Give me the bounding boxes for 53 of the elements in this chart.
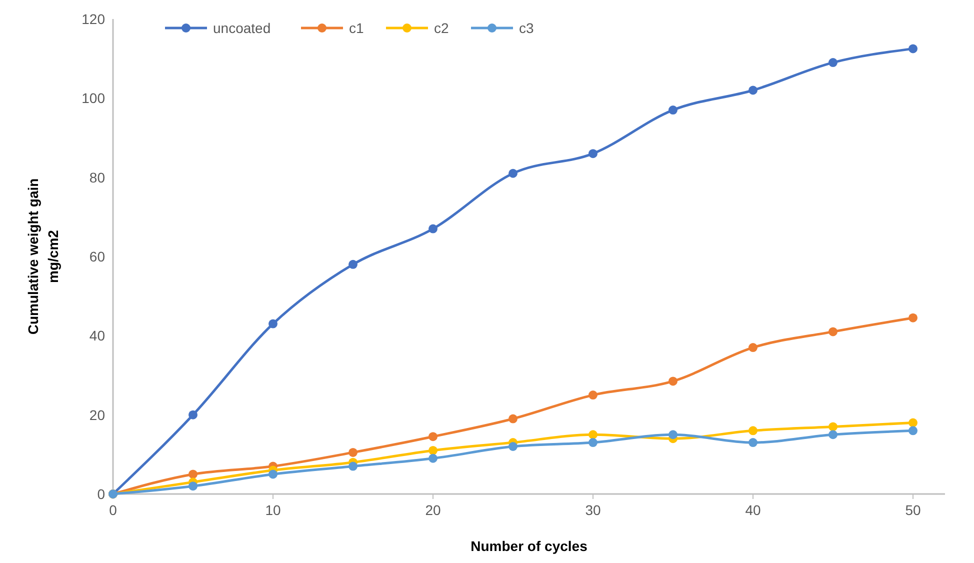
- point: [428, 454, 438, 463]
- point: [748, 343, 758, 352]
- point: [668, 106, 678, 115]
- point: [668, 376, 678, 386]
- point: [588, 149, 598, 158]
- point: [828, 58, 838, 68]
- point: [828, 430, 838, 440]
- point: [268, 470, 278, 479]
- point: [188, 410, 198, 420]
- point: [348, 260, 358, 269]
- x-tick-label: 10: [265, 502, 281, 518]
- point: [348, 462, 358, 471]
- point: [588, 430, 598, 440]
- point: [588, 390, 598, 400]
- point: [828, 422, 838, 432]
- x-tick-label: 20: [425, 502, 441, 518]
- x-tick-label: 50: [905, 502, 921, 518]
- point: [268, 319, 278, 328]
- point: [668, 430, 678, 440]
- legend-label: c3: [519, 20, 534, 36]
- y-tick-label: 0: [97, 486, 106, 502]
- y-tick-label: 40: [89, 328, 106, 344]
- legend-label: uncoated: [213, 20, 271, 36]
- point: [188, 482, 198, 491]
- point: [748, 438, 758, 448]
- legend-label: c1: [349, 20, 364, 36]
- x-tick-label: 40: [745, 502, 761, 518]
- point: [428, 432, 438, 442]
- point: [508, 168, 518, 178]
- y-tick-label: 120: [82, 11, 106, 27]
- point: [908, 313, 918, 322]
- point: [748, 86, 758, 95]
- point: [908, 426, 918, 436]
- point: [428, 224, 438, 234]
- x-tick-label: 30: [585, 502, 601, 518]
- point: [588, 438, 598, 448]
- x-axis-title: Number of cycles: [470, 538, 588, 554]
- y-tick-label: 80: [89, 169, 106, 186]
- y-axis-title: Cumulative weight gain mg/cm2: [25, 178, 61, 335]
- point: [748, 426, 758, 436]
- point: [348, 448, 358, 457]
- y-tick-label: 20: [89, 406, 106, 423]
- point: [908, 418, 918, 428]
- point: [828, 327, 838, 336]
- legend-label: c2: [434, 20, 449, 36]
- point: [508, 414, 518, 424]
- y-tick-label: 100: [82, 90, 106, 106]
- point: [428, 446, 438, 455]
- point: [188, 470, 198, 479]
- y-tick-label: 60: [89, 248, 106, 264]
- point: [508, 442, 518, 451]
- x-tick-label: 0: [109, 502, 118, 518]
- point: [908, 44, 918, 54]
